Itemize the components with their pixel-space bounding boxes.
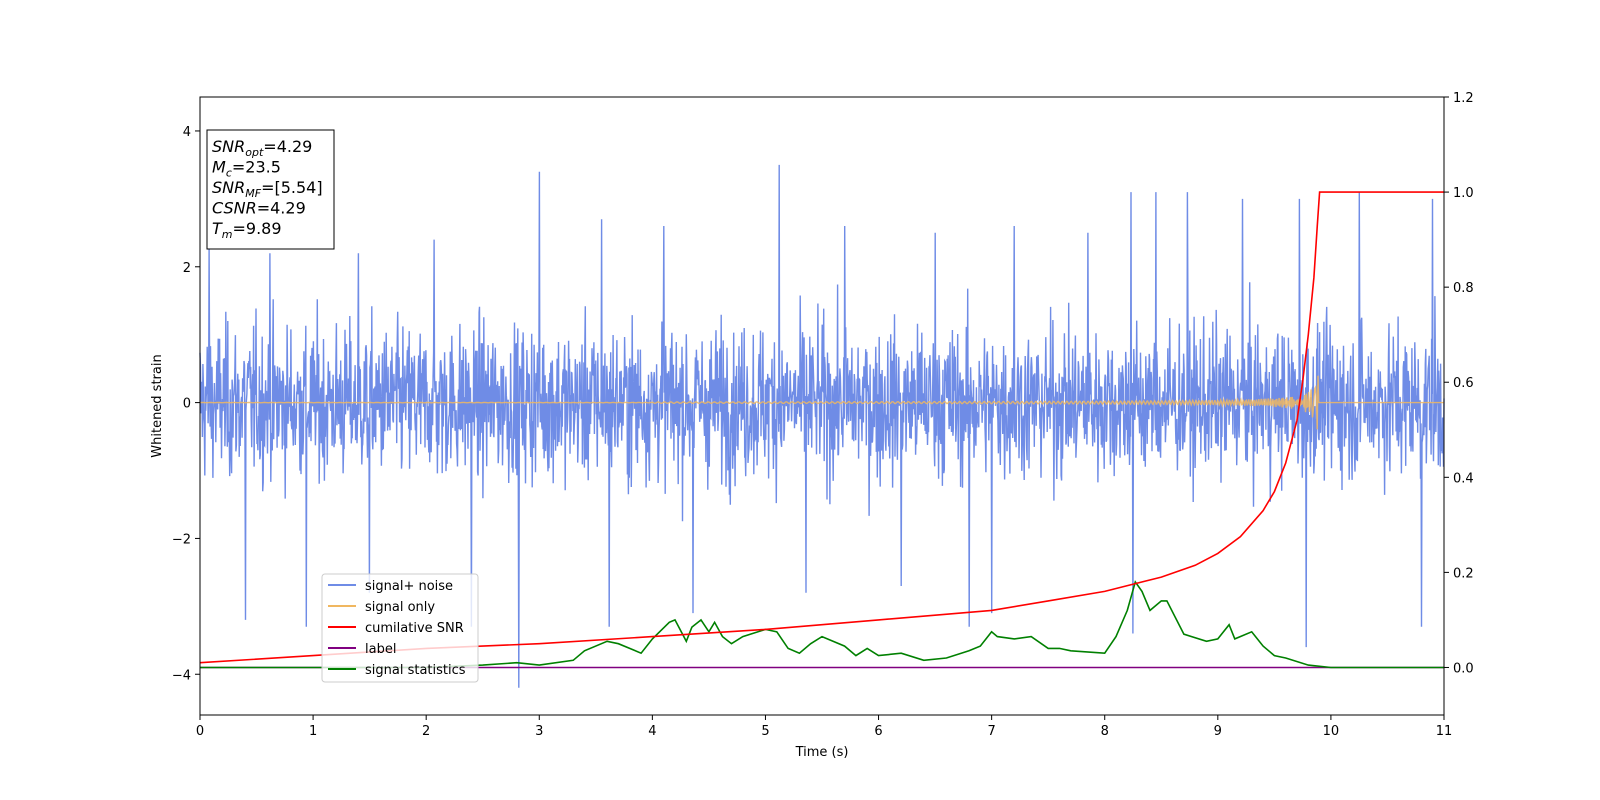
x-axis-label: Time (s): [795, 745, 849, 760]
x-tick-label: 10: [1323, 724, 1340, 739]
y-tick-label: 0: [183, 397, 191, 412]
x-tick-label: 3: [535, 724, 543, 739]
annotation-box: SNRopt=4.29Mc=23.5SNRMF=[5.54]CSNR=4.29T…: [206, 129, 335, 250]
legend-label: signal statistics: [365, 663, 466, 678]
series-signal-statistics: [200, 580, 1444, 669]
y2-tick-label: 0.6: [1453, 376, 1474, 391]
annotation-line: SNRopt=4.29: [212, 137, 312, 159]
x-tick-label: 2: [422, 724, 430, 739]
y-axis-label: Whitened strain: [150, 354, 165, 457]
annotation-subscript: c: [226, 167, 232, 180]
y-tick-label: −2: [172, 532, 191, 547]
annotation-symbol: T: [212, 219, 223, 238]
annotation-subscript: opt: [245, 146, 264, 159]
annotation-symbol: SNR: [212, 137, 245, 156]
annotation-subscript: m: [222, 228, 233, 241]
x-tick-label: 7: [987, 724, 995, 739]
plot-frame: [199, 96, 1445, 716]
annotation-value: =23.5: [232, 158, 281, 177]
y-tick-label: −4: [172, 668, 191, 683]
legend-label: signal only: [365, 600, 435, 615]
series-signal-only: [199, 375, 1444, 430]
x-tick-label: 6: [874, 724, 882, 739]
x-tick-label: 1: [309, 724, 317, 739]
y2-tick-label: 0.0: [1453, 661, 1474, 676]
legend-label: signal+ noise: [365, 579, 453, 594]
legend-label: label: [365, 642, 396, 657]
y2-tick-label: 0.8: [1453, 281, 1474, 296]
annotation-line: SNRMF=[5.54]: [212, 178, 323, 200]
y-axis-right: 0.0 0.2 0.4 0.6 0.8 1.0 1.2: [1444, 91, 1474, 676]
annotation-subscript: MF: [245, 187, 261, 200]
y2-tick-label: 1.2: [1453, 91, 1474, 106]
x-axis: 0 1 2 3 4 5 6 7 8 9 10 11: [196, 715, 1452, 739]
legend: signal+ noise signal only cumilative SNR la…: [321, 573, 479, 683]
annotation-line: Tm=9.89: [212, 219, 282, 241]
annotation-symbol: SNR: [212, 178, 245, 197]
annotation-symbol: M: [212, 158, 226, 177]
annotation-value: =9.89: [233, 219, 282, 238]
y2-tick-label: 0.4: [1453, 471, 1474, 486]
annotation-line: CSNR=4.29: [212, 199, 306, 218]
x-tick-label: 11: [1436, 724, 1453, 739]
annotation-frame: [206, 129, 335, 250]
y2-tick-label: 1.0: [1453, 186, 1474, 201]
y-tick-label: 4: [183, 125, 191, 140]
series-cumulative-snr: [199, 191, 1444, 664]
annotation-value: =4.29: [263, 137, 312, 156]
x-tick-label: 4: [648, 724, 656, 739]
y-axis-left: −4 −2 0 2 4: [172, 125, 200, 683]
series-signal-noise: [199, 164, 1445, 688]
annotation-value: =[5.54]: [261, 178, 323, 197]
x-tick-label: 5: [761, 724, 769, 739]
legend-label: cumilative SNR: [365, 621, 464, 636]
x-tick-label: 0: [196, 724, 204, 739]
x-tick-label: 8: [1101, 724, 1109, 739]
y2-tick-label: 0.2: [1453, 566, 1474, 581]
annotation-line: Mc=23.5: [212, 158, 281, 180]
annotation-symbol: CSNR: [212, 199, 257, 218]
y-tick-label: 2: [183, 261, 191, 276]
legend-frame: [321, 573, 479, 683]
annotation-value: =4.29: [257, 199, 306, 218]
x-tick-label: 9: [1214, 724, 1222, 739]
